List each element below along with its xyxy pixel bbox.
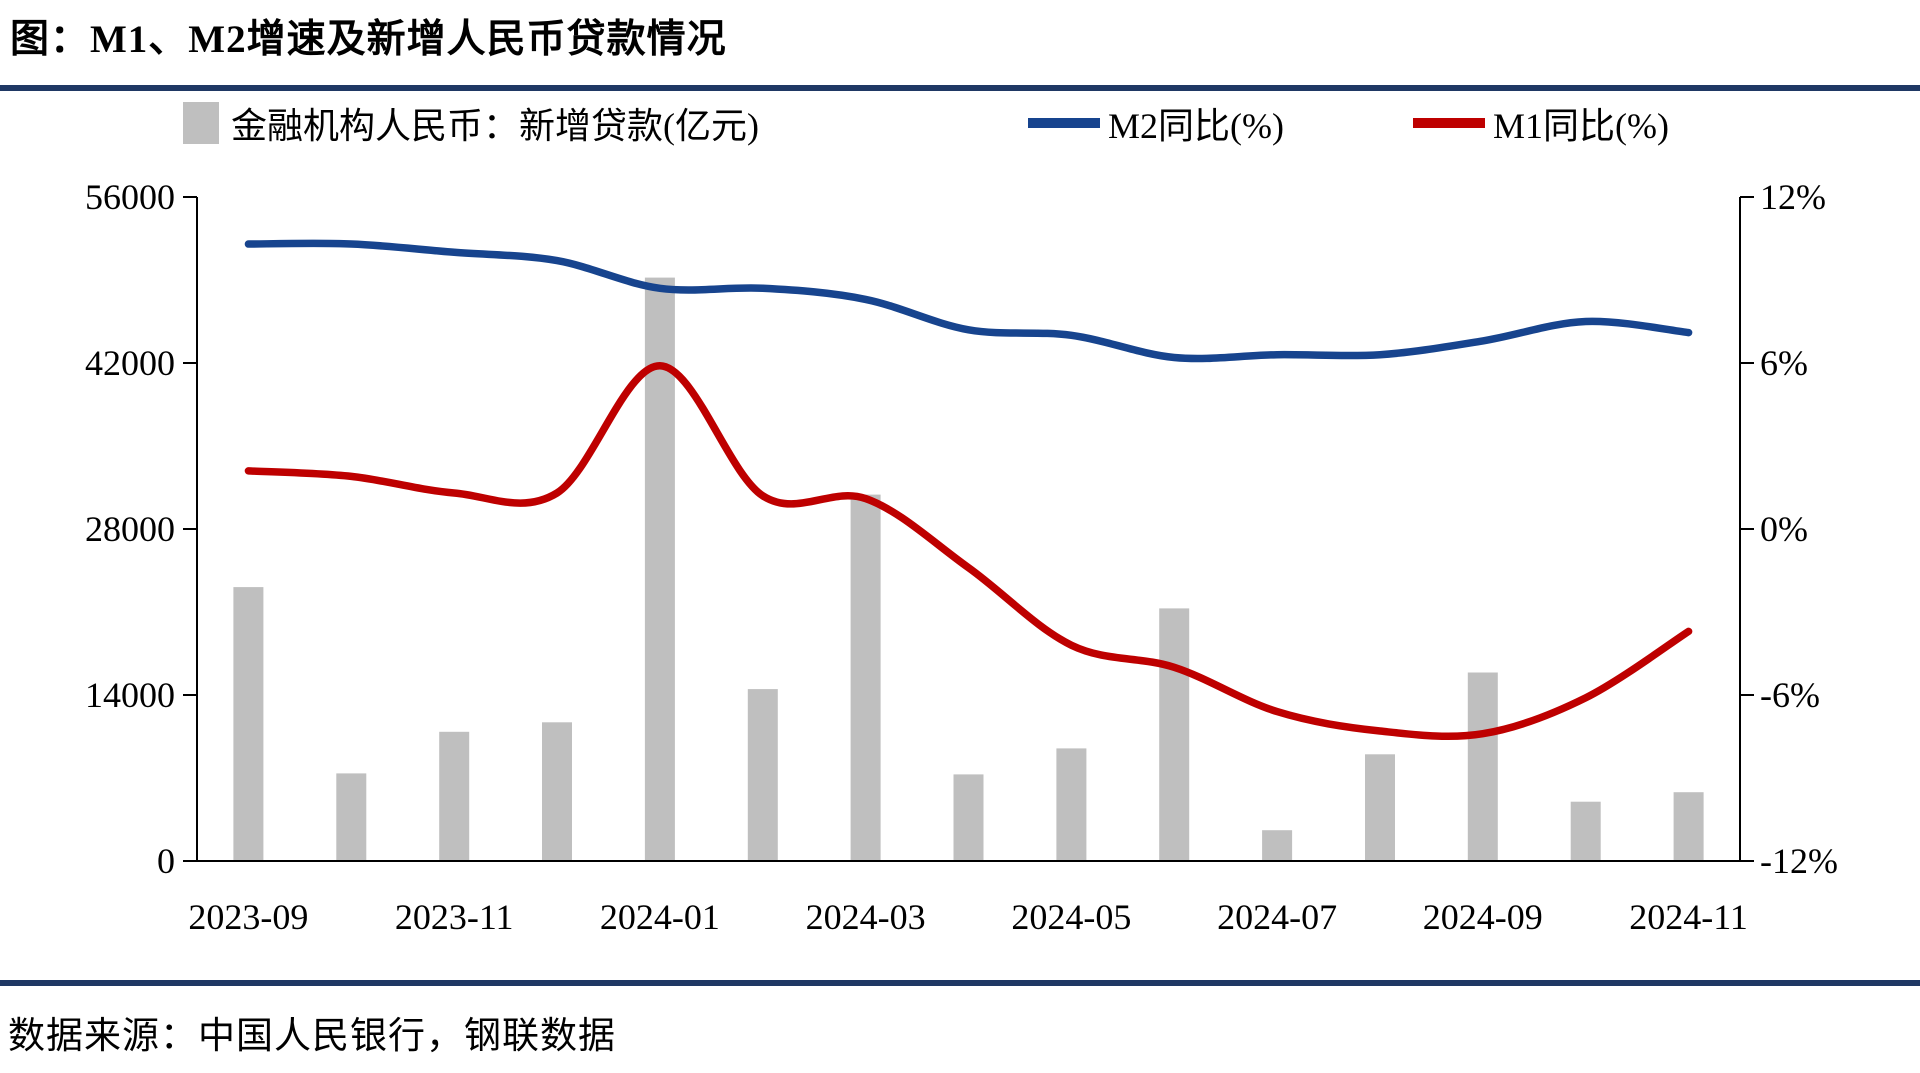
bar-2024-07: [1262, 830, 1293, 861]
left-axis-tick-label: 14000: [85, 675, 175, 715]
chart-title: 图：M1、M2增速及新增人民币贷款情况: [10, 18, 727, 61]
right-axis-tick-label: 0%: [1760, 509, 1808, 549]
x-axis-tick-label: 2024-03: [806, 897, 926, 937]
bar-2024-04: [953, 774, 984, 861]
m1-yoy-line: [244, 362, 1693, 741]
bar-2023-12: [542, 722, 572, 861]
bar-2024-03: [850, 494, 881, 861]
top-divider-rule: [0, 85, 1920, 91]
bottom-divider-rule: [0, 980, 1920, 986]
x-axis-tick-label: 2024-01: [600, 897, 720, 937]
legend-label-new-loans: 金融机构人民币：新增贷款(亿元): [231, 106, 759, 146]
bar-2023-09: [233, 587, 264, 861]
bar-2024-11: [1673, 792, 1704, 861]
legend-item-m1: M1同比(%): [1413, 96, 1669, 150]
legend-item-new-loans: 金融机构人民币：新增贷款(亿元): [183, 96, 759, 150]
bar-2024-10: [1570, 801, 1601, 861]
bar-2024-05: [1056, 748, 1087, 861]
x-axis-tick-label: 2024-11: [1629, 897, 1748, 937]
x-axis-tick-label: 2024-09: [1423, 897, 1543, 937]
right-axis-tick-label: 12%: [1760, 177, 1826, 217]
bar-2023-10: [336, 773, 367, 861]
x-axis-tick-label: 2023-11: [395, 897, 514, 937]
bar-swatch-icon: [183, 102, 219, 144]
right-axis-tick-label: -12%: [1760, 841, 1838, 881]
right-axis-tick-label: 6%: [1760, 343, 1808, 383]
x-axis-tick-label: 2023-09: [188, 897, 308, 937]
bar-2024-02: [747, 689, 778, 861]
left-axis-tick-label: 56000: [85, 177, 175, 217]
left-axis-tick-label: 0: [157, 841, 175, 881]
legend-label-m1: M1同比(%): [1493, 106, 1669, 146]
legend-item-m2: M2同比(%): [1028, 96, 1284, 150]
right-axis-tick-label: -6%: [1760, 675, 1820, 715]
bar-2024-06: [1159, 608, 1190, 861]
x-axis-tick-label: 2024-05: [1011, 897, 1131, 937]
data-source-text: 数据来源：中国人民银行，钢联数据: [8, 1016, 616, 1057]
left-axis-tick-label: 28000: [85, 509, 175, 549]
m1-line-swatch-icon: [1413, 118, 1485, 128]
legend-label-m2: M2同比(%): [1108, 106, 1284, 146]
m2-line-swatch-icon: [1028, 118, 1100, 128]
m2-yoy-line: [244, 239, 1693, 363]
left-axis-tick-label: 42000: [85, 343, 175, 383]
bar-2024-08: [1365, 754, 1395, 861]
bar-2024-09: [1467, 672, 1498, 861]
bar-2024-01: [644, 277, 675, 862]
bar-2023-11: [439, 731, 470, 861]
x-axis-tick-label: 2024-07: [1217, 897, 1337, 937]
